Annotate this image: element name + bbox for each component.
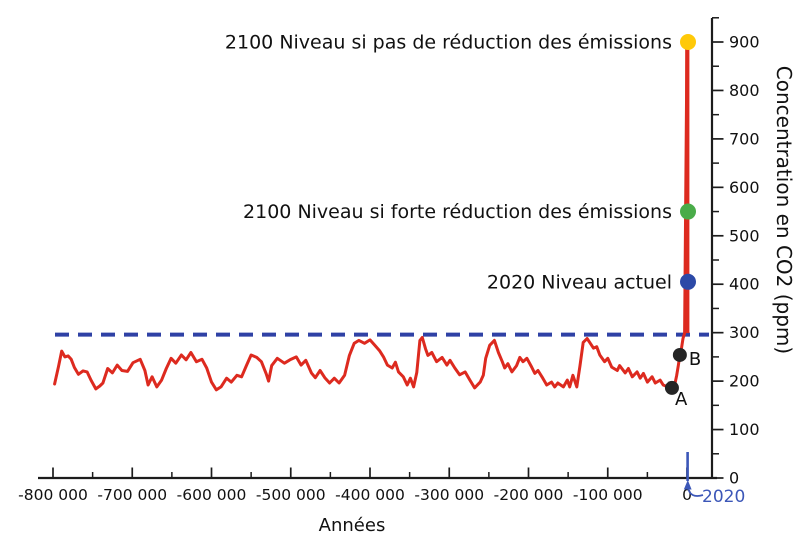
- x-tick-label: -300 000: [414, 486, 484, 504]
- y-tick-label: 500: [729, 226, 760, 245]
- level-marker-dot: [680, 34, 696, 51]
- x-tick-label: -600 000: [177, 486, 247, 504]
- point-marker-dot: [664, 380, 679, 395]
- x-tick-label: -400 000: [335, 486, 405, 504]
- scenario-level-markers: 2100 Niveau si pas de réduction des émis…: [225, 32, 696, 293]
- y-tick-label: 100: [729, 420, 760, 439]
- x-tick-label: -800 000: [18, 486, 88, 504]
- point-marker-dot: [672, 347, 687, 362]
- x-axis-ticks: -800 000 -700 000 -600 000 -500 000 -400 000…: [18, 467, 692, 504]
- x-tick-label: -200 000: [494, 486, 564, 504]
- y-tick-label: 200: [729, 372, 760, 391]
- y-axis-ticks: 0 100 200 300 400 500 600 700 800 900: [712, 17, 760, 488]
- level-marker-label: 2100 Niveau si forte réduction des émiss…: [243, 201, 672, 223]
- level-marker-label: 2020 Niveau actuel: [487, 271, 672, 293]
- year-2020-label: 2020: [702, 487, 745, 507]
- y-axis-title: Concentration en CO2 (ppm): [772, 66, 796, 354]
- y-tick-label: 600: [729, 178, 760, 197]
- point-marker-label: B: [689, 349, 701, 370]
- x-tick-label: -700 000: [97, 486, 167, 504]
- x-tick-label: -500 000: [256, 486, 326, 504]
- level-marker-dot: [680, 273, 696, 290]
- level-marker-dot: [680, 203, 696, 220]
- y-tick-label: 800: [729, 81, 760, 100]
- x-tick-label: 0: [682, 486, 692, 504]
- x-tick-label: -100 000: [573, 486, 643, 504]
- point-marker-label: A: [675, 389, 688, 410]
- axes: [38, 18, 717, 480]
- year-2020-annotation: 2020: [683, 452, 745, 507]
- year-2020-arrowhead: [683, 480, 692, 490]
- level-marker-label: 2100 Niveau si pas de réduction des émis…: [225, 32, 672, 54]
- y-tick-label: 400: [729, 275, 760, 294]
- y-tick-label: 300: [729, 323, 760, 342]
- x-axis-title: Années: [319, 515, 386, 536]
- curve-point-markers: AB: [664, 347, 701, 410]
- y-tick-label: 0: [729, 469, 739, 488]
- y-tick-label: 700: [729, 129, 760, 148]
- y-tick-label: 900: [729, 33, 760, 52]
- co2-curve-path: [53, 40, 689, 392]
